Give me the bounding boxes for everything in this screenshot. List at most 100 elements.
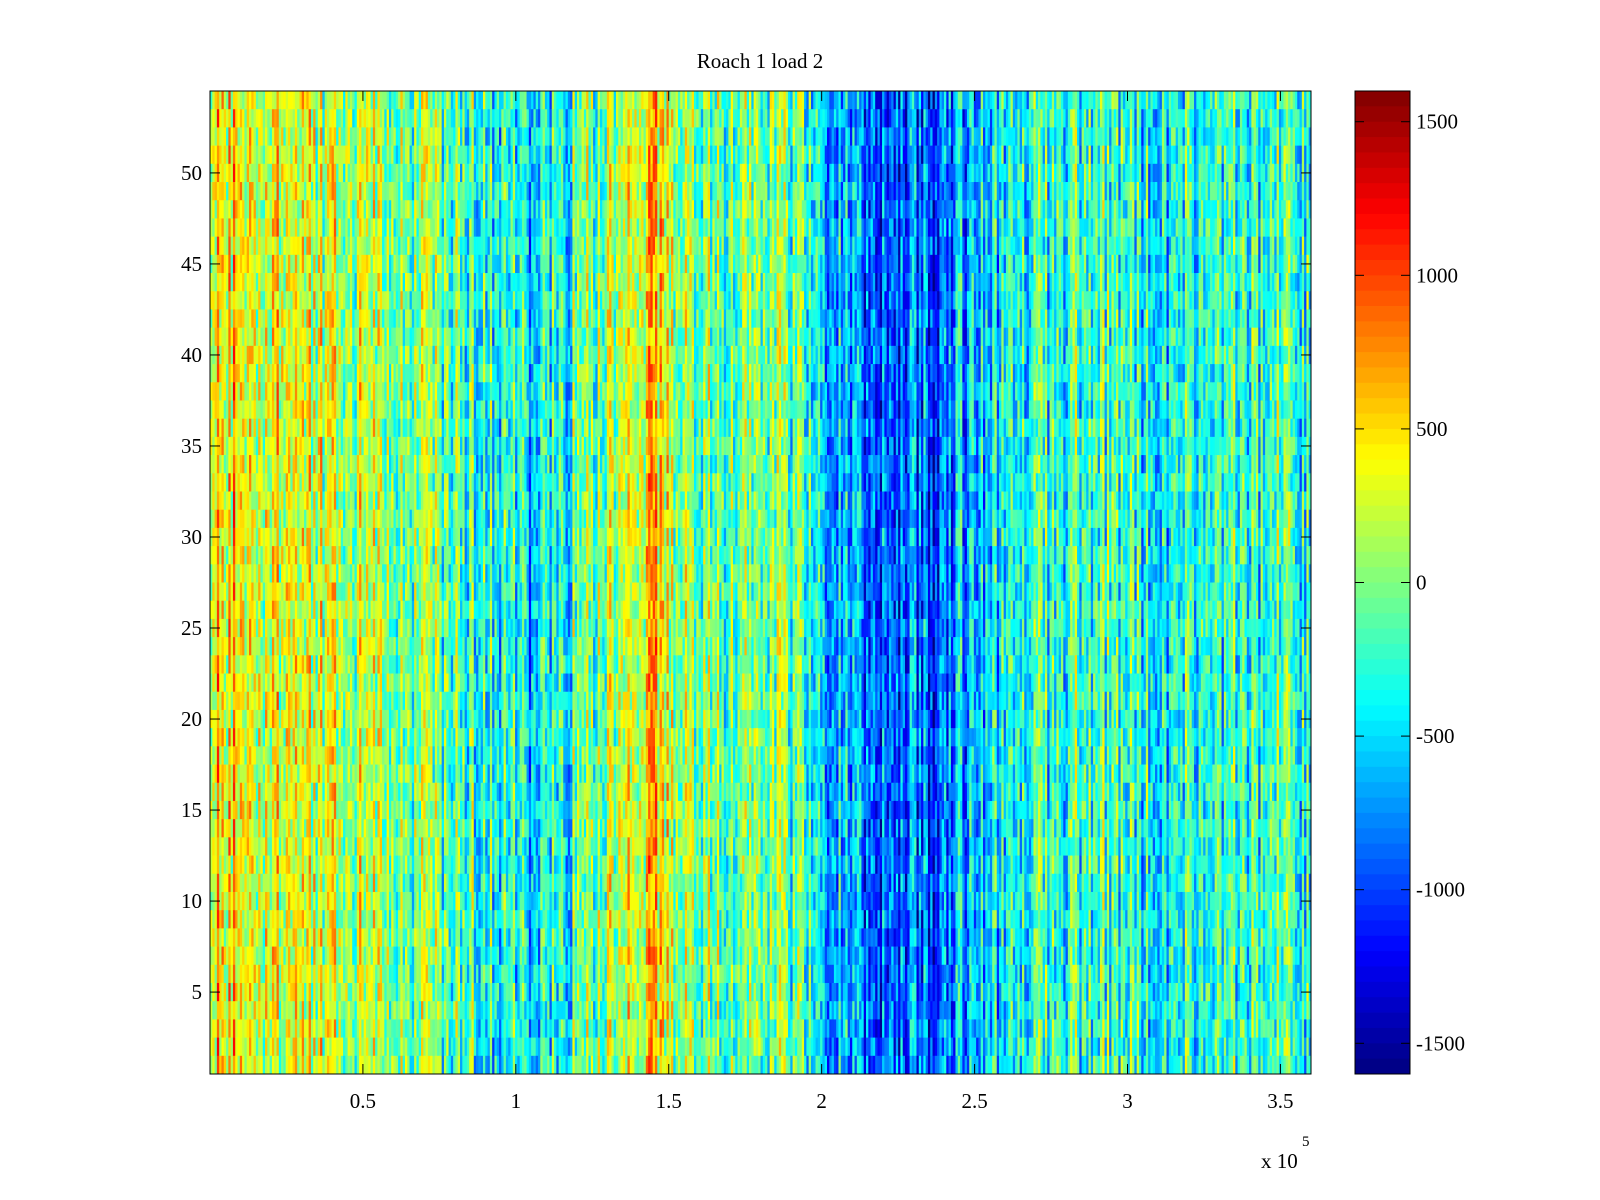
heatmap-cell	[265, 710, 268, 729]
heatmap-cell	[258, 583, 261, 602]
heatmap-cell	[251, 692, 254, 711]
heatmap-cell	[270, 328, 273, 347]
heatmap-cell	[228, 965, 231, 984]
heatmap-cell	[228, 655, 231, 674]
heatmap-cell	[240, 856, 243, 875]
heatmap-cell	[221, 273, 224, 292]
heatmap-cell	[238, 218, 241, 237]
heatmap-cell	[215, 364, 218, 383]
heatmap-cell	[235, 965, 238, 984]
heatmap-cell	[238, 164, 241, 183]
heatmap-cell	[247, 455, 250, 474]
heatmap-cell	[258, 164, 261, 183]
heatmap-cell	[238, 255, 241, 274]
heatmap-cell	[256, 746, 259, 765]
heatmap-cell	[265, 837, 268, 856]
heatmap-cell	[228, 583, 231, 602]
heatmap-cell	[274, 674, 277, 693]
heatmap-cell	[240, 255, 243, 274]
heatmap-cell	[228, 491, 231, 510]
heatmap-cell	[274, 601, 277, 620]
heatmap-cell	[254, 346, 257, 365]
heatmap-cell	[254, 1038, 257, 1057]
heatmap-cell	[251, 837, 254, 856]
heatmap-cell	[265, 510, 268, 529]
heatmap-cell	[231, 382, 234, 401]
heatmap-cell	[256, 1001, 259, 1020]
heatmap-cell	[221, 400, 224, 419]
heatmap-cell	[247, 910, 250, 929]
heatmap-cell	[224, 801, 227, 820]
heatmap-cell	[224, 856, 227, 875]
heatmap-cell	[244, 419, 247, 438]
heatmap-cell	[270, 346, 273, 365]
heatmap-cell	[263, 965, 266, 984]
heatmap-cell	[238, 437, 241, 456]
heatmap-cell	[233, 455, 236, 474]
heatmap-cell	[238, 1038, 241, 1057]
heatmap-cell	[226, 473, 229, 492]
heatmap-cell	[274, 837, 277, 856]
heatmap-cell	[254, 127, 257, 146]
heatmap-cell	[240, 783, 243, 802]
heatmap-cell	[256, 419, 259, 438]
heatmap-cell	[265, 856, 268, 875]
heatmap-cell	[244, 674, 247, 693]
heatmap-cell	[244, 710, 247, 729]
heatmap-cell	[256, 255, 259, 274]
heatmap-cell	[272, 91, 275, 110]
heatmap-cell	[256, 1056, 259, 1075]
heatmap-cell	[247, 309, 250, 328]
heatmap-cell	[263, 765, 266, 784]
heatmap-cell	[217, 419, 220, 438]
heatmap-cell	[249, 874, 252, 893]
heatmap-cell	[272, 437, 275, 456]
heatmap-cell	[247, 1056, 250, 1075]
heatmap-cell	[256, 528, 259, 547]
heatmap-cell	[249, 910, 252, 929]
heatmap-cell	[235, 728, 238, 747]
heatmap-cell	[235, 237, 238, 256]
heatmap-cell	[260, 655, 263, 674]
heatmap-cell	[244, 510, 247, 529]
heatmap-cell	[231, 983, 234, 1002]
heatmap-cell	[226, 146, 229, 165]
heatmap-cell	[263, 674, 266, 693]
heatmap-cell	[224, 528, 227, 547]
heatmap-cell	[228, 783, 231, 802]
heatmap-cell	[215, 109, 218, 128]
heatmap-cell	[247, 819, 250, 838]
heatmap-cell	[219, 309, 222, 328]
heatmap-cell	[215, 765, 218, 784]
heatmap-cell	[233, 237, 236, 256]
heatmap-cell	[260, 146, 263, 165]
heatmap-cell	[242, 437, 245, 456]
heatmap-cell	[270, 856, 273, 875]
heatmap-cell	[235, 364, 238, 383]
heatmap-cell	[254, 164, 257, 183]
heatmap-cell	[267, 801, 270, 820]
heatmap-cell	[251, 601, 254, 620]
heatmap-cell	[260, 728, 263, 747]
heatmap-cell	[272, 382, 275, 401]
heatmap-cell	[221, 1038, 224, 1057]
heatmap-cell	[249, 437, 252, 456]
heatmap-cell	[270, 1038, 273, 1057]
heatmap-cell	[272, 947, 275, 966]
heatmap-cell	[242, 928, 245, 947]
heatmap-cell	[247, 473, 250, 492]
heatmap-cell	[235, 491, 238, 510]
heatmap-cell	[238, 400, 241, 419]
heatmap-cell	[260, 1056, 263, 1075]
heatmap-cell	[274, 746, 277, 765]
heatmap-cell	[274, 528, 277, 547]
heatmap-cell	[260, 983, 263, 1002]
heatmap-cell	[256, 1038, 259, 1057]
heatmap-cell	[260, 710, 263, 729]
heatmap-cell	[235, 601, 238, 620]
heatmap-cell	[235, 382, 238, 401]
heatmap-cell	[231, 200, 234, 219]
heatmap-cell	[221, 218, 224, 237]
heatmap-cell	[233, 674, 236, 693]
heatmap-cell	[221, 765, 224, 784]
